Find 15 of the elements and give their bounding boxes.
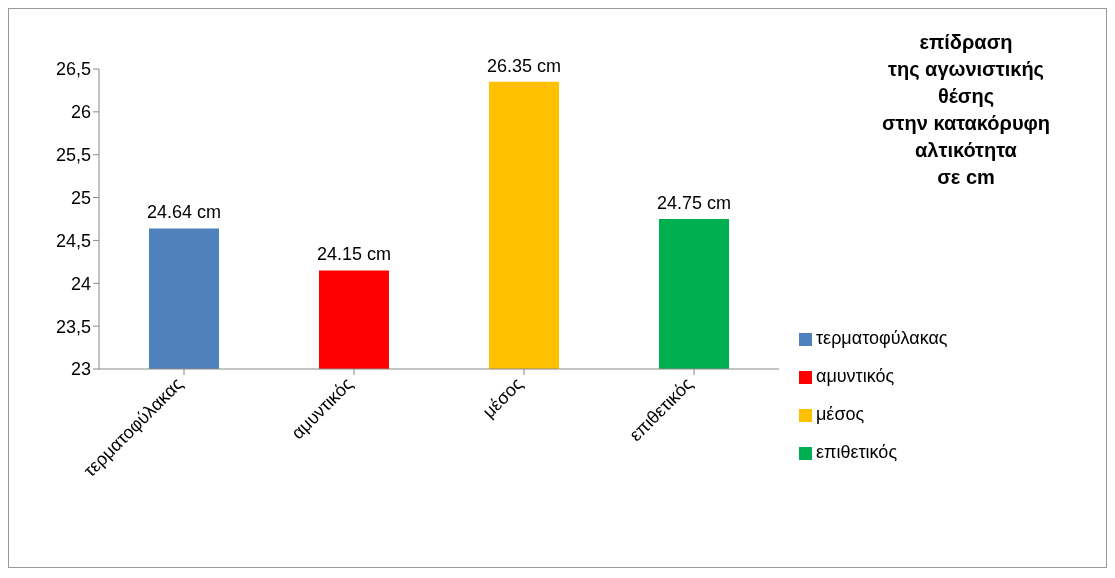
text: επίδραση της αγωνιστικής θέσης στην κατακόρυφη αλτικότητα σε cm [880,30,1052,190]
y-tick-label: 25 [70,187,91,208]
y-tick-label: 26 [70,102,91,123]
legend-label: επιθετικός [816,442,898,462]
data-label: 26.35 cm [486,55,562,76]
y-tick-label: 25,5 [55,145,91,166]
y-tick-label: 23 [70,359,91,380]
data-label: 24.15 cm [316,244,392,265]
y-tick-label: 24 [70,273,91,294]
legend-label: τερματοφύλακας [816,328,948,348]
y-tick-label: 26,5 [55,59,91,80]
data-label: 24.75 cm [656,193,732,213]
data-label: 24.64 cm [146,202,222,223]
y-tick-label: 24,5 [55,230,91,251]
y-tick-label: 23,5 [55,316,91,337]
